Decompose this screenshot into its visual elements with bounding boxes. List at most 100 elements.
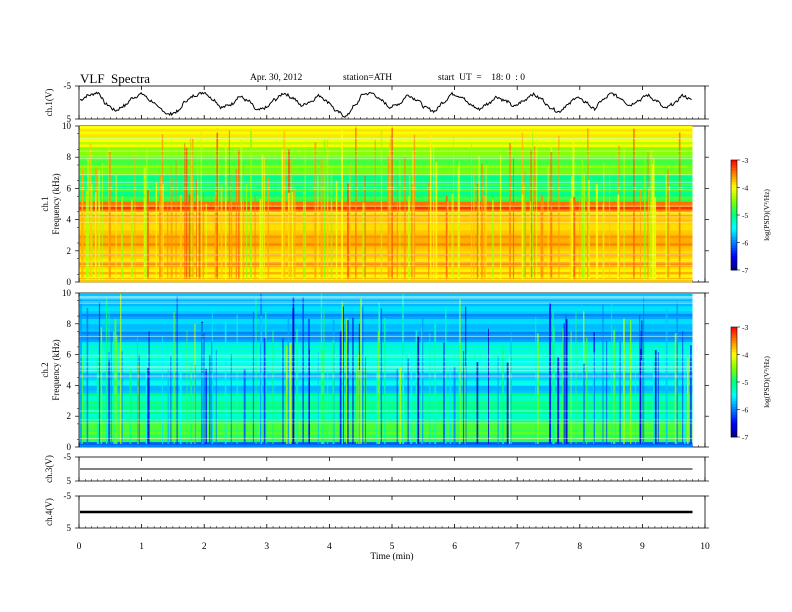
spectrogram-image xyxy=(79,126,693,283)
spectrogram-sferic xyxy=(623,318,625,444)
colorbar-step xyxy=(731,401,737,405)
spectrogram-sferic xyxy=(593,352,595,444)
colorbar-step xyxy=(731,406,737,410)
spectrogram-band xyxy=(79,256,693,259)
spectrogram-sferic xyxy=(588,179,590,279)
spectrogram-band xyxy=(79,178,693,181)
spectrogram-sferic xyxy=(254,195,256,279)
spectrogram-sferic xyxy=(202,192,204,279)
spectrogram-sferic xyxy=(327,357,329,444)
colorbar-step xyxy=(731,415,737,419)
colorbar-step xyxy=(731,171,737,175)
spectrogram-sferic xyxy=(428,181,430,279)
colorbar-step xyxy=(731,349,737,353)
spectrogram-sferic xyxy=(562,328,565,444)
colorbar-step xyxy=(731,212,737,216)
spectrogram-sferic xyxy=(190,363,193,444)
colorbar-step xyxy=(731,327,737,331)
y-tick-label: 6 xyxy=(67,183,72,193)
spectrogram-sferic xyxy=(623,141,625,279)
spectrogram-sferic xyxy=(537,333,539,444)
spectrogram-sferic xyxy=(349,163,351,279)
spectrogram-line xyxy=(79,189,693,190)
spectrogram-line xyxy=(79,361,693,363)
spectrogram-sferic xyxy=(579,195,581,279)
date-label: Apr. 30, 2012 xyxy=(250,73,303,83)
spectrogram-sferic xyxy=(497,355,499,444)
spectrogram-line xyxy=(79,419,693,421)
spectrogram-line xyxy=(79,336,693,337)
spectrogram-sferic xyxy=(583,174,585,279)
spectrogram-sferic xyxy=(286,345,288,444)
spectrogram-sferic xyxy=(352,317,354,444)
spectrogram-sferic xyxy=(465,306,467,444)
spectrogram-sferic xyxy=(413,134,416,279)
spectrogram-band xyxy=(79,276,693,280)
colorbar-step xyxy=(731,220,737,224)
spectrogram-sferic xyxy=(237,150,240,279)
colorbar-step xyxy=(731,184,737,188)
spectrogram-line xyxy=(79,254,693,256)
spectrogram-sferic xyxy=(190,142,193,279)
spectrogram-band xyxy=(79,167,693,171)
spectrogram-sferic xyxy=(261,153,264,279)
spectrogram-sferic xyxy=(162,336,164,444)
spectrogram-sferic xyxy=(137,336,138,444)
spectrogram-band xyxy=(79,308,693,312)
spectrogram-sferic xyxy=(488,328,489,444)
spectrogram-sferic xyxy=(602,304,604,444)
spectrogram-band xyxy=(79,141,693,145)
spectrogram-band xyxy=(79,240,693,244)
y-tick-label: 8 xyxy=(67,152,72,162)
spectrogram-band xyxy=(79,429,693,432)
spectrogram-band xyxy=(79,219,693,223)
spectrogram-sferic xyxy=(320,159,323,279)
spectrogram-sferic xyxy=(209,355,211,444)
spectrogram-sferic xyxy=(200,131,202,279)
x-tick-label: 0 xyxy=(77,542,82,552)
spectrogram-sferic xyxy=(380,129,383,279)
spectrogram-band xyxy=(79,310,693,314)
spectrogram-sferic xyxy=(302,191,305,279)
spectrogram-sferic xyxy=(611,304,613,444)
colorbar-step xyxy=(731,329,737,333)
spectrogram-sferic xyxy=(290,158,293,279)
colorbar-step xyxy=(731,223,737,227)
spectrogram-sferic xyxy=(339,331,342,444)
spectrogram-sferic xyxy=(535,317,537,444)
spectrogram-line xyxy=(79,155,693,157)
spectrogram-band xyxy=(79,144,693,148)
spectrogram-sferic xyxy=(249,131,252,279)
spectrogram-sferic xyxy=(404,157,406,279)
spectrogram-sferic xyxy=(459,299,461,444)
colorbar-step xyxy=(731,209,737,213)
spectrogram-sferic xyxy=(121,351,123,444)
spectrogram-sferic xyxy=(510,327,512,444)
colorbar-tick-label: -4 xyxy=(742,351,748,360)
spectrogram-sferic xyxy=(267,177,270,279)
spectrogram-sferic xyxy=(654,350,657,444)
spectrogram-sferic xyxy=(101,162,103,279)
spectrogram-sferic xyxy=(252,311,255,444)
spectrogram-sferic xyxy=(445,306,447,444)
colorbar-step xyxy=(731,390,737,394)
colorbar-step xyxy=(731,261,737,265)
spectrogram-sferic xyxy=(202,339,204,444)
spectrogram-sferic xyxy=(683,346,686,444)
spectrogram-sferic xyxy=(542,196,544,279)
spectrogram-sferic xyxy=(198,201,201,279)
spectrogram-sferic xyxy=(362,306,364,444)
spectrogram-band xyxy=(79,263,693,267)
spectrogram-sferic xyxy=(230,354,232,444)
spectrogram-sferic xyxy=(502,344,504,444)
spectrogram-sferic xyxy=(96,355,99,444)
spectrogram-band xyxy=(79,334,693,337)
spectrogram-sferic xyxy=(547,166,549,279)
spectrogram-band xyxy=(79,436,693,440)
spectrogram-sferic xyxy=(243,369,246,444)
spectrogram-sferic xyxy=(530,150,533,279)
colorbar-tick-label: -6 xyxy=(742,406,748,415)
colorbar-step xyxy=(731,387,737,391)
spectrogram-line xyxy=(79,211,693,213)
spectrogram-line xyxy=(79,302,693,304)
